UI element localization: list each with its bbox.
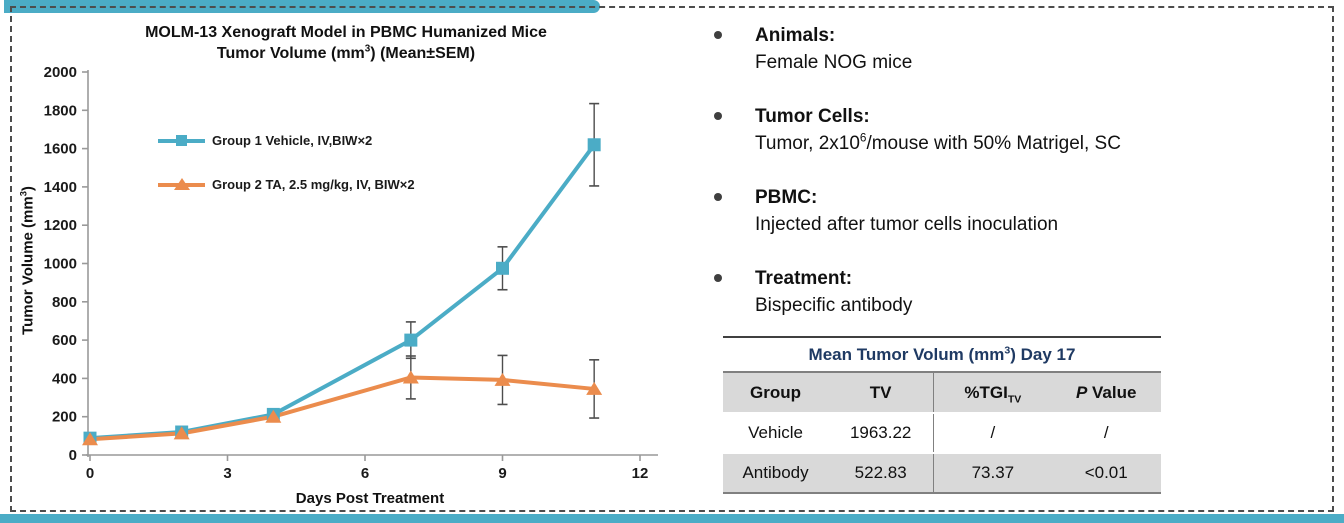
svg-text:6: 6 bbox=[361, 465, 369, 482]
svg-text:800: 800 bbox=[52, 294, 77, 311]
group1-line-marker-icon bbox=[158, 134, 205, 148]
legend-item-group1: Group 1 Vehicle, IV,BIW×2 bbox=[158, 133, 415, 148]
tumor-cells-heading: Tumor Cells: bbox=[755, 106, 870, 127]
column-header-group: Group bbox=[750, 382, 802, 402]
svg-text:0: 0 bbox=[86, 465, 94, 482]
svg-text:0: 0 bbox=[69, 447, 77, 464]
treatment-heading: Treatment: bbox=[755, 268, 853, 289]
chart-legend: Group 1 Vehicle, IV,BIW×2 Group 2 TA, 2.… bbox=[158, 133, 415, 221]
bullet-icon bbox=[714, 31, 722, 39]
column-header-pvalue: P Value bbox=[1075, 382, 1137, 402]
svg-text:1400: 1400 bbox=[44, 179, 77, 196]
table-title: Mean Tumor Volum (mm3) Day 17 bbox=[808, 344, 1076, 364]
treatment-body: Bispecific antibody bbox=[755, 295, 913, 316]
table-row-antibody: Antibody 522.83 73.37 <0.01 bbox=[723, 454, 1161, 494]
bullet-item-tumor-cells: Tumor Cells: Tumor, 2x106/mouse with 50%… bbox=[714, 103, 1314, 157]
chart-title-line1: MOLM-13 Xenograft Model in PBMC Humanize… bbox=[145, 24, 547, 41]
animals-heading: Animals: bbox=[755, 25, 836, 46]
vehicle-tgi: / bbox=[933, 414, 1051, 452]
svg-text:1200: 1200 bbox=[44, 217, 77, 234]
legend-item-group2: Group 2 TA, 2.5 mg/kg, IV, BIW×2 bbox=[158, 177, 415, 192]
animals-body: Female NOG mice bbox=[755, 52, 913, 73]
y-axis-label: Tumor Volume (mm3) bbox=[18, 186, 37, 335]
svg-text:1800: 1800 bbox=[44, 102, 77, 119]
bullet-icon bbox=[714, 112, 722, 120]
results-table: Mean Tumor Volum (mm3) Day 17 Group TV %… bbox=[723, 336, 1161, 494]
table-header-row: Group TV %TGITV P Value bbox=[723, 371, 1161, 414]
svg-text:1000: 1000 bbox=[44, 256, 77, 273]
svg-text:400: 400 bbox=[52, 370, 77, 387]
bullet-icon bbox=[714, 274, 722, 282]
legend-label-group1: Group 1 Vehicle, IV,BIW×2 bbox=[212, 133, 373, 148]
tumor-cells-body: Tumor, 2x106/mouse with 50% Matrigel, SC bbox=[755, 131, 1121, 154]
bullet-icon bbox=[714, 193, 722, 201]
svg-text:12: 12 bbox=[632, 465, 649, 482]
bullet-item-animals: Animals: Female NOG mice bbox=[714, 22, 1314, 76]
svg-text:2000: 2000 bbox=[44, 64, 77, 81]
tumor-volume-chart-panel: MOLM-13 Xenograft Model in PBMC Humanize… bbox=[18, 22, 658, 507]
svg-text:9: 9 bbox=[498, 465, 506, 482]
antibody-tgi: 73.37 bbox=[933, 454, 1051, 492]
svg-text:1600: 1600 bbox=[44, 141, 77, 158]
antibody-pvalue: <0.01 bbox=[1084, 463, 1128, 482]
pbmc-heading: PBMC: bbox=[755, 187, 818, 208]
group2-line-marker-icon bbox=[158, 177, 205, 192]
bottom-accent-bar bbox=[0, 514, 1344, 523]
chart-title-line2: Tumor Volume (mm3) (Mean±SEM) bbox=[216, 43, 476, 62]
svg-text:600: 600 bbox=[52, 332, 77, 349]
svg-text:200: 200 bbox=[52, 409, 77, 426]
column-header-tgi: %TGITV bbox=[933, 373, 1051, 412]
tumor-volume-chart: 0 200 400 600 800 1000 1200 1400 1600 1800 2000 0 3 6… bbox=[44, 64, 658, 482]
svg-text:3: 3 bbox=[223, 465, 231, 482]
chart-title: MOLM-13 Xenograft Model in PBMC Humanize… bbox=[40, 22, 652, 64]
antibody-group: Antibody bbox=[742, 463, 809, 482]
study-details-panel: Animals: Female NOG mice Tumor Cells: Tu… bbox=[714, 22, 1314, 346]
antibody-tv: 522.83 bbox=[854, 463, 907, 482]
x-axis-label: Days Post Treatment bbox=[295, 490, 445, 507]
column-header-tv: TV bbox=[869, 382, 892, 402]
vehicle-group: Vehicle bbox=[748, 423, 803, 442]
table-row-vehicle: Vehicle 1963.22 / / bbox=[723, 414, 1161, 454]
legend-label-group2: Group 2 TA, 2.5 mg/kg, IV, BIW×2 bbox=[212, 177, 415, 192]
vehicle-tv: 1963.22 bbox=[849, 423, 912, 442]
pbmc-body: Injected after tumor cells inoculation bbox=[755, 214, 1059, 235]
bullet-item-pbmc: PBMC: Injected after tumor cells inocula… bbox=[714, 184, 1314, 238]
bullet-item-treatment: Treatment: Bispecific antibody bbox=[714, 265, 1314, 319]
vehicle-pvalue: / bbox=[1103, 423, 1109, 442]
